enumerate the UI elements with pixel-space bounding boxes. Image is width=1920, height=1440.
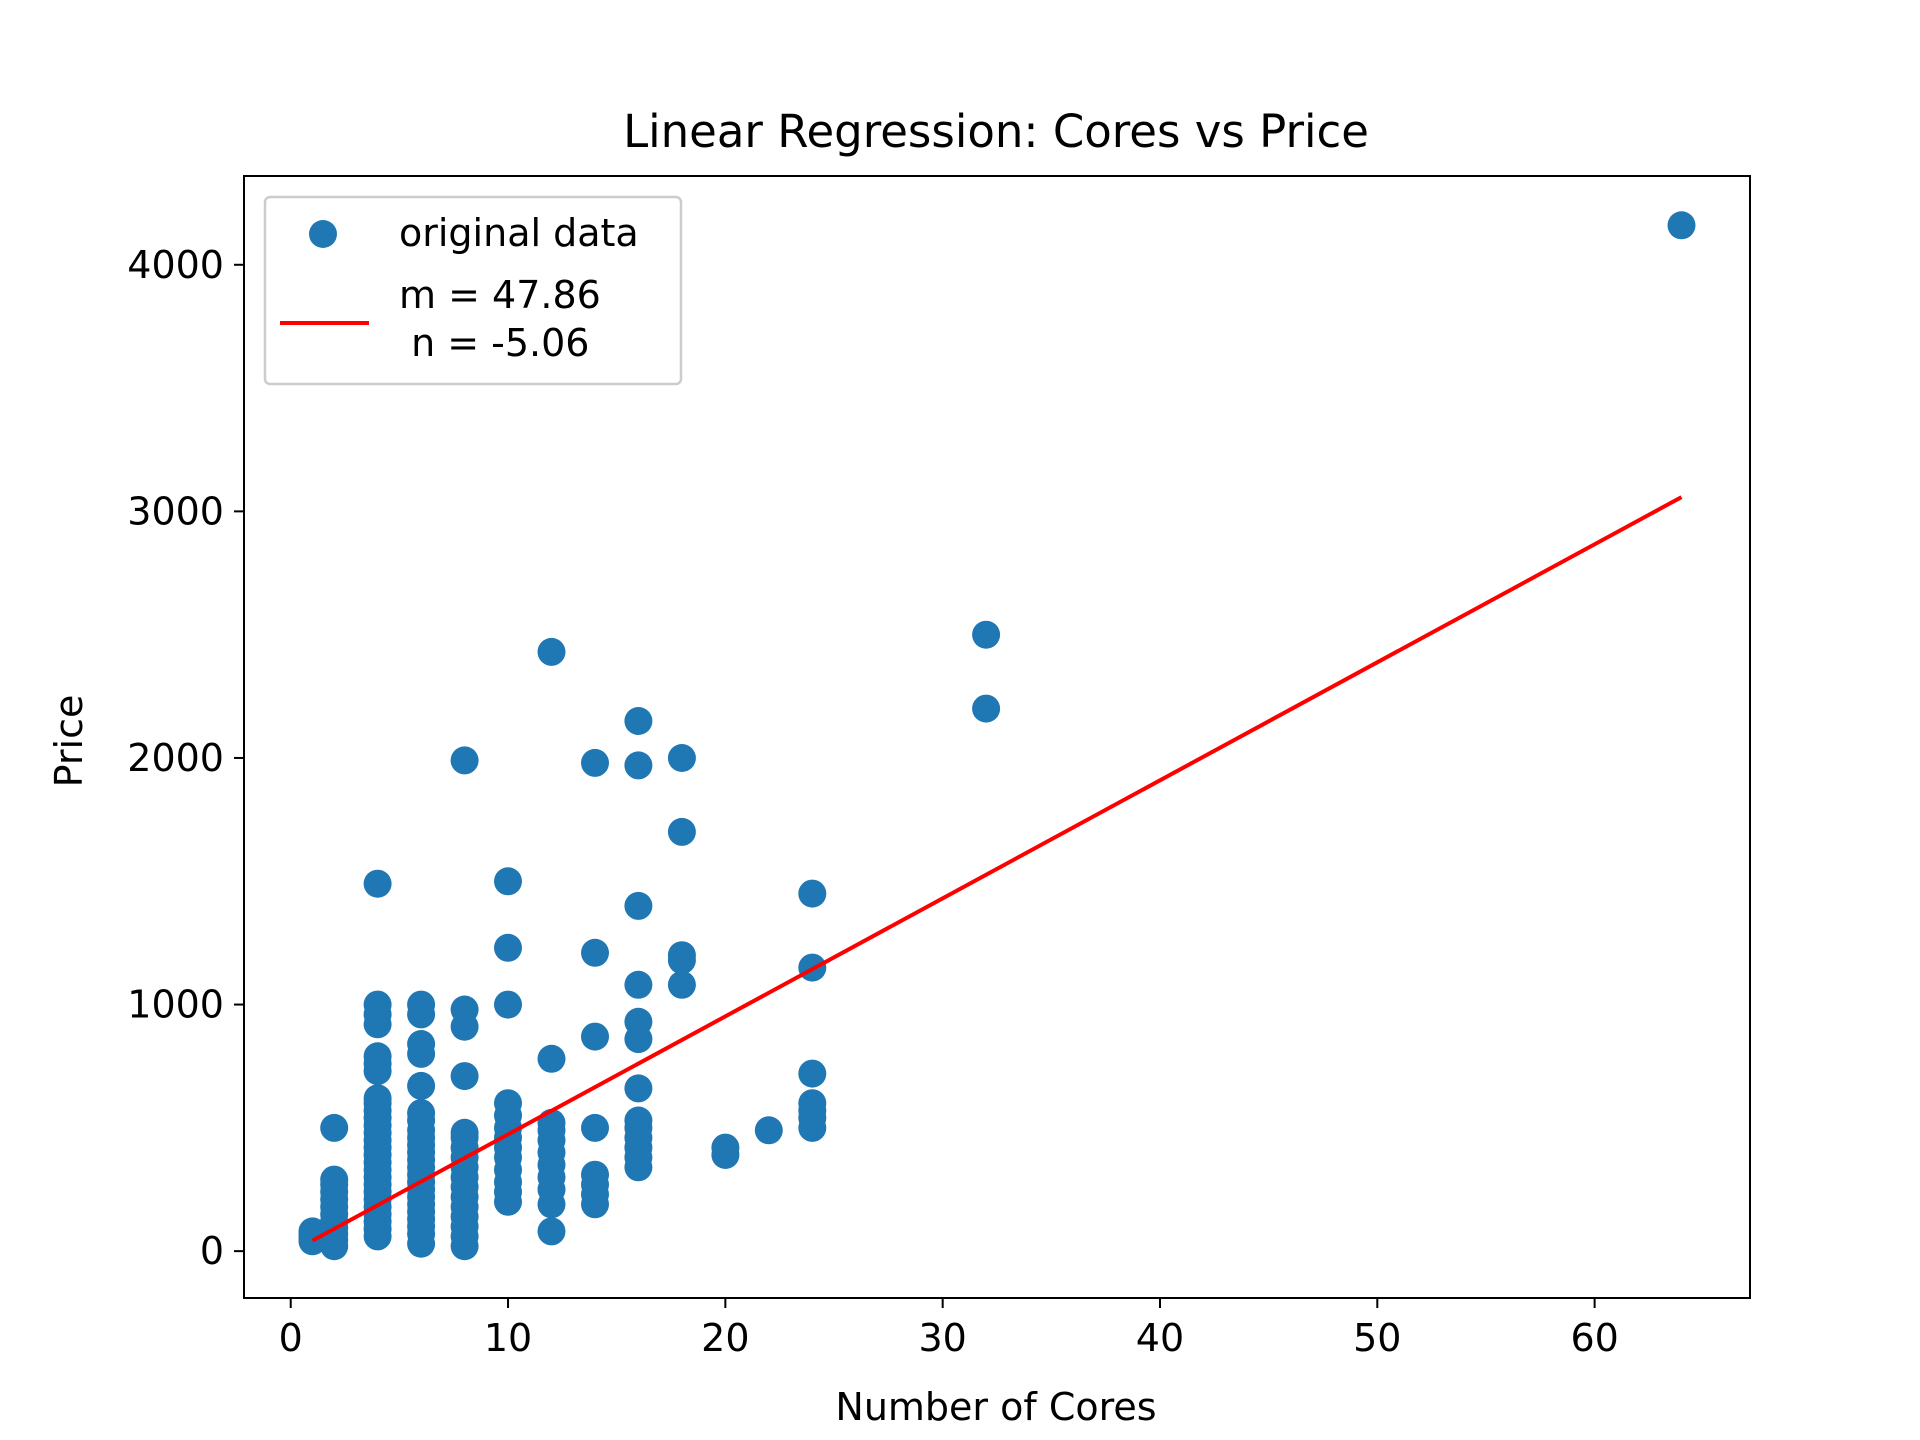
- x-tick-label: 0: [279, 1316, 303, 1360]
- data-point: [581, 1160, 609, 1189]
- data-point: [624, 1106, 653, 1135]
- data-point: [450, 746, 479, 775]
- data-point: [798, 1059, 827, 1088]
- data-point: [624, 1074, 653, 1103]
- data-point: [407, 1099, 436, 1128]
- data-point: [363, 869, 392, 898]
- data-point: [363, 1084, 392, 1113]
- y-tick-label: 3000: [127, 489, 224, 533]
- data-point: [450, 1062, 479, 1091]
- data-point: [581, 938, 609, 967]
- data-point: [624, 1007, 653, 1036]
- data-point: [624, 891, 653, 920]
- x-tick-label: 50: [1353, 1316, 1401, 1360]
- data-point: [581, 748, 609, 777]
- data-point: [624, 970, 653, 999]
- data-point: [624, 751, 653, 780]
- data-point: [624, 707, 653, 735]
- data-point: [450, 995, 479, 1024]
- data-point: [537, 1217, 566, 1246]
- data-point: [363, 1042, 392, 1071]
- data-point: [972, 694, 1001, 723]
- x-tick-label: 40: [1136, 1316, 1184, 1360]
- legend-marker-scatter: [309, 220, 337, 248]
- chart-title: Linear Regression: Cores vs Price: [623, 105, 1369, 158]
- data-point: [494, 1089, 522, 1118]
- legend-label-line-row: n = -5.06: [399, 321, 589, 365]
- data-point: [537, 637, 566, 666]
- y-tick-label: 1000: [127, 983, 224, 1027]
- data-point: [407, 990, 436, 1019]
- data-point: [972, 620, 1001, 649]
- data-point: [537, 1108, 566, 1137]
- data-point: [667, 970, 696, 999]
- data-point: [754, 1116, 783, 1145]
- legend-label-line: m = 47.86 n = -5.06: [399, 273, 601, 365]
- data-point: [581, 1022, 609, 1051]
- y-axis-label: Price: [47, 695, 91, 788]
- data-point: [450, 1118, 479, 1147]
- data-point: [667, 817, 696, 846]
- regression-line: [311, 495, 1683, 1243]
- data-point: [494, 990, 522, 1019]
- x-tick-label: 20: [701, 1316, 749, 1360]
- data-point: [581, 1113, 609, 1142]
- data-point: [1667, 211, 1696, 240]
- legend-label-line-row: m = 47.86: [399, 273, 601, 317]
- data-point: [798, 1089, 827, 1118]
- plot-area: [298, 211, 1696, 1261]
- data-point: [320, 1165, 349, 1194]
- legend: original data m = 47.86 n = -5.06: [263, 195, 683, 386]
- x-tick-label: 60: [1570, 1316, 1618, 1360]
- data-point: [363, 990, 392, 1019]
- x-tick-label: 10: [484, 1316, 532, 1360]
- data-point: [798, 879, 827, 908]
- x-axis-label: Number of Cores: [835, 1385, 1156, 1429]
- data-point: [494, 867, 522, 896]
- data-point: [711, 1133, 740, 1162]
- data-point: [494, 933, 522, 962]
- data-point: [407, 1030, 436, 1058]
- x-tick-label: 30: [918, 1316, 966, 1360]
- y-tick-label: 0: [200, 1229, 224, 1273]
- plot-frame: [243, 175, 1751, 1299]
- data-point: [407, 1071, 436, 1100]
- data-point: [320, 1113, 349, 1142]
- axes: 0 10 20 30 40 50 60 0 1000 2000 3000 4000: [127, 175, 1751, 1360]
- y-tick-label: 2000: [127, 736, 224, 780]
- data-point: [667, 941, 696, 970]
- legend-label-scatter: original data: [399, 211, 639, 255]
- y-tick-label: 4000: [127, 243, 224, 287]
- data-point: [537, 1044, 566, 1073]
- data-point: [667, 744, 696, 772]
- legend-box: [263, 195, 683, 386]
